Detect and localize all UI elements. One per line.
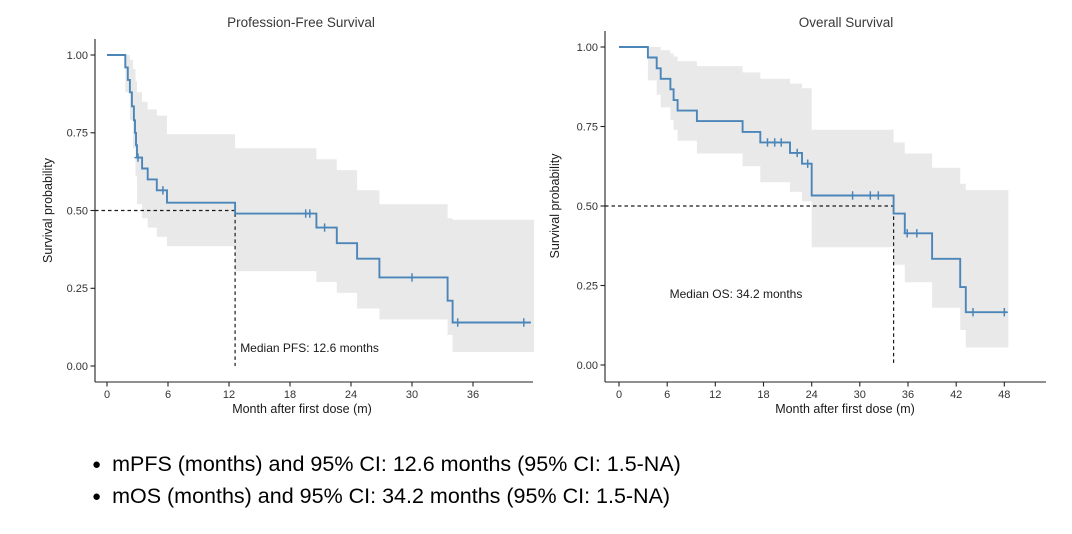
svg-text:42: 42: [950, 389, 962, 401]
pfs-chart: 0 6 12 18 24 30 36 0.00 0.25 0.50 0.75 1.00 Professi…: [41, 15, 535, 416]
median-annotation: Median OS: 34.2 months: [670, 287, 803, 301]
svg-text:1.00: 1.00: [577, 42, 598, 54]
x-axis-label: Month after first dose (m): [775, 402, 915, 416]
svg-text:36: 36: [902, 389, 914, 401]
summary-item-mos: ● mOS (months) and 95% CI: 34.2 months (…: [92, 480, 1072, 512]
svg-text:24: 24: [806, 389, 818, 401]
x-axis-label: Month after first dose (m): [232, 402, 372, 416]
svg-text:12: 12: [223, 389, 235, 401]
svg-text:6: 6: [664, 389, 670, 401]
svg-text:0: 0: [616, 389, 622, 401]
tick-labels: 0 6 12 18 24 30 36 42 48 0.00 0.25 0.50 0.75 1.00: [577, 42, 1011, 401]
svg-text:36: 36: [467, 389, 479, 401]
ci-band: [647, 47, 1009, 348]
svg-text:24: 24: [345, 389, 357, 401]
svg-text:30: 30: [854, 389, 866, 401]
svg-text:0.50: 0.50: [577, 201, 598, 213]
svg-text:30: 30: [406, 389, 418, 401]
axes: [90, 39, 533, 387]
os-chart: 0 6 12 18 24 30 36 42 48 0.00 0.25 0.50 0.75 1.00 Over…: [548, 15, 1046, 416]
svg-text:18: 18: [284, 389, 296, 401]
svg-text:0.00: 0.00: [577, 360, 598, 372]
svg-text:12: 12: [709, 389, 721, 401]
svg-text:0.75: 0.75: [577, 121, 598, 133]
svg-text:18: 18: [757, 389, 769, 401]
svg-text:0.75: 0.75: [67, 128, 88, 140]
svg-text:0: 0: [104, 389, 110, 401]
chart-title: Profession-Free Survival: [227, 15, 375, 30]
median-annotation: Median PFS: 12.6 months: [240, 341, 379, 355]
summary-list: ● mPFS (months) and 95% CI: 12.6 months …: [92, 448, 1072, 512]
svg-text:0.25: 0.25: [577, 280, 598, 292]
summary-text-mos: mOS (months) and 95% CI: 34.2 months (95…: [112, 483, 671, 508]
censor-marks: [134, 153, 528, 327]
svg-text:0.50: 0.50: [67, 205, 88, 217]
tick-labels: 0 6 12 18 24 30 36 0.00 0.25 0.50 0.75 1.00: [67, 50, 480, 401]
svg-text:0.00: 0.00: [67, 361, 88, 373]
censor-marks: [763, 138, 1008, 317]
bullet-icon: ●: [92, 487, 102, 505]
axes: [600, 31, 1046, 387]
svg-text:48: 48: [998, 389, 1010, 401]
survival-curve: [107, 54, 531, 324]
median-reference-lines: [95, 209, 236, 366]
survival-curve: [619, 46, 1007, 314]
svg-text:1.00: 1.00: [67, 50, 88, 62]
summary-item-mpfs: ● mPFS (months) and 95% CI: 12.6 months …: [92, 448, 1072, 480]
y-axis-label: Survival probability: [548, 153, 562, 259]
svg-text:6: 6: [165, 389, 171, 401]
y-axis-label: Survival probability: [41, 157, 55, 263]
chart-title: Overall Survival: [799, 15, 894, 30]
bullet-icon: ●: [92, 455, 102, 473]
svg-text:0.25: 0.25: [67, 283, 88, 295]
charts-row: 0 6 12 18 24 30 36 0.00 0.25 0.50 0.75 1.00 Professi…: [41, 15, 1046, 416]
summary-text-mpfs: mPFS (months) and 95% CI: 12.6 months (9…: [112, 451, 681, 476]
